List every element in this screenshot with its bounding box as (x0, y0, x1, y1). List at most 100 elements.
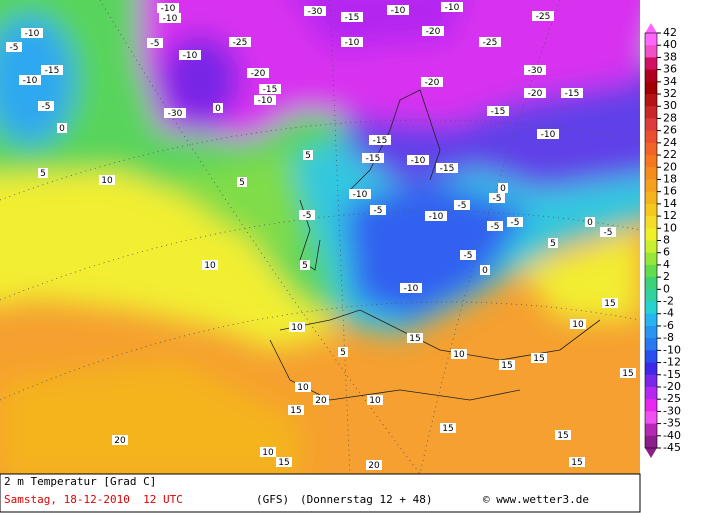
contour-label: 10 (204, 261, 216, 271)
contour-label: -25 (483, 38, 498, 48)
contour-label-box (620, 368, 636, 378)
contour-label-box (369, 135, 391, 145)
contour-label: -10 (183, 51, 198, 61)
colorbar-end (645, 23, 657, 33)
contour-label: -5 (10, 43, 19, 53)
contour-label: -5 (493, 194, 502, 204)
contour-label-box (548, 238, 558, 248)
contour-label: -10 (258, 96, 273, 106)
colorbar-label: 32 (663, 87, 677, 100)
colorbar-label: 26 (663, 124, 677, 137)
contour-label: -15 (263, 85, 278, 95)
colorbar-band (645, 411, 657, 425)
contour-label: 15 (533, 354, 544, 364)
contour-label: -20 (528, 89, 543, 99)
grid (0, 0, 640, 474)
colorbar-band (645, 399, 657, 412)
contour-label-box (259, 84, 281, 94)
colorbar-band (645, 386, 657, 400)
colorbar-band (645, 264, 657, 278)
colorbar-label: 8 (663, 234, 670, 247)
contour-label: 20 (368, 461, 380, 471)
colorbar-band (645, 118, 657, 132)
colorbar-label: 10 (663, 221, 677, 234)
contour-label: -5 (303, 211, 312, 221)
contour-label-box (159, 13, 181, 23)
contour-label-box (254, 95, 276, 105)
colorbar-label: 22 (663, 148, 677, 161)
footer-model: (GFS) (256, 493, 289, 506)
colorbar-band (645, 228, 657, 241)
contour-label-box (454, 200, 470, 210)
colorbar-label: -15 (663, 368, 681, 381)
contour-label-box (299, 210, 315, 220)
contour-label: -10 (23, 76, 38, 86)
contour-label-box (561, 88, 583, 98)
contour-label-box (362, 153, 384, 163)
contour-label: 0 (59, 124, 65, 134)
contour-label-box (247, 68, 269, 78)
contour-label: 5 (550, 239, 556, 249)
contour-label: 15 (604, 299, 615, 309)
map (0, 0, 640, 474)
contour-label-box (507, 217, 523, 227)
colorbar-label: 20 (663, 160, 677, 173)
contour-label-box (436, 163, 458, 173)
colorbar-label: -45 (663, 441, 681, 454)
contour-label-box (489, 193, 505, 203)
footer-title: 2 m Temperatur [Grad C] (4, 475, 156, 488)
contour-label-box (202, 260, 218, 270)
contour-label: 10 (291, 323, 303, 333)
colorbar-band (645, 338, 657, 351)
contour-label-box (276, 457, 292, 467)
contour-label: 0 (500, 184, 506, 194)
contour-label-box (289, 322, 305, 332)
contour-label: -20 (425, 78, 440, 88)
colorbar-band (645, 155, 657, 168)
contour-label: -30 (168, 109, 183, 119)
contour-label-box (480, 265, 490, 275)
colorbar-band (645, 325, 657, 339)
colorbar-label: -40 (663, 429, 681, 442)
colorbar-label: 36 (663, 63, 677, 76)
contour-label: 10 (572, 320, 584, 330)
colorbar-label: -10 (663, 343, 681, 356)
contour-label-box (400, 283, 422, 293)
contour-label: -30 (528, 66, 543, 76)
contour-label-box (38, 168, 48, 178)
contour-label-box (600, 227, 616, 237)
contour-label: 5 (302, 261, 308, 271)
contour-label: -5 (491, 222, 500, 232)
colorbar-label: -4 (663, 307, 674, 320)
contour-label-box (164, 108, 186, 118)
contour-label-box (41, 65, 63, 75)
contour-label: -15 (565, 89, 580, 99)
contour-label: -5 (374, 206, 383, 216)
contour-label-box (288, 405, 304, 415)
footer-panel (0, 473, 641, 513)
contour-label: -5 (151, 39, 160, 49)
colorbar-label: 4 (663, 258, 670, 271)
contour-label: -30 (308, 7, 323, 17)
contour-label-box (300, 260, 310, 270)
contour-label-box (569, 457, 585, 467)
footer-run: (Donnerstag 12 + 48) (300, 493, 432, 506)
colorbar-label: 18 (663, 172, 677, 185)
contour-label-box (57, 123, 67, 133)
contour-label: 10 (297, 383, 309, 393)
contour-label: -5 (511, 218, 520, 228)
colorbar-band (645, 191, 657, 205)
colorbar-label: 34 (663, 75, 677, 88)
contour-label: -10 (345, 38, 360, 48)
contour-label: -15 (366, 154, 381, 164)
colorbar-label: 12 (663, 209, 677, 222)
contour-label: -5 (42, 102, 51, 112)
contour-label-box (213, 103, 223, 113)
contour-label: 20 (114, 436, 126, 446)
colorbar-band (645, 252, 657, 266)
contour-label: 10 (369, 396, 381, 406)
contour-label-box (341, 37, 363, 47)
footer-date: Samstag, 18-12-2010 12 UTC (4, 493, 183, 506)
colorbar-band (645, 57, 657, 71)
contour-label-box (524, 65, 546, 75)
